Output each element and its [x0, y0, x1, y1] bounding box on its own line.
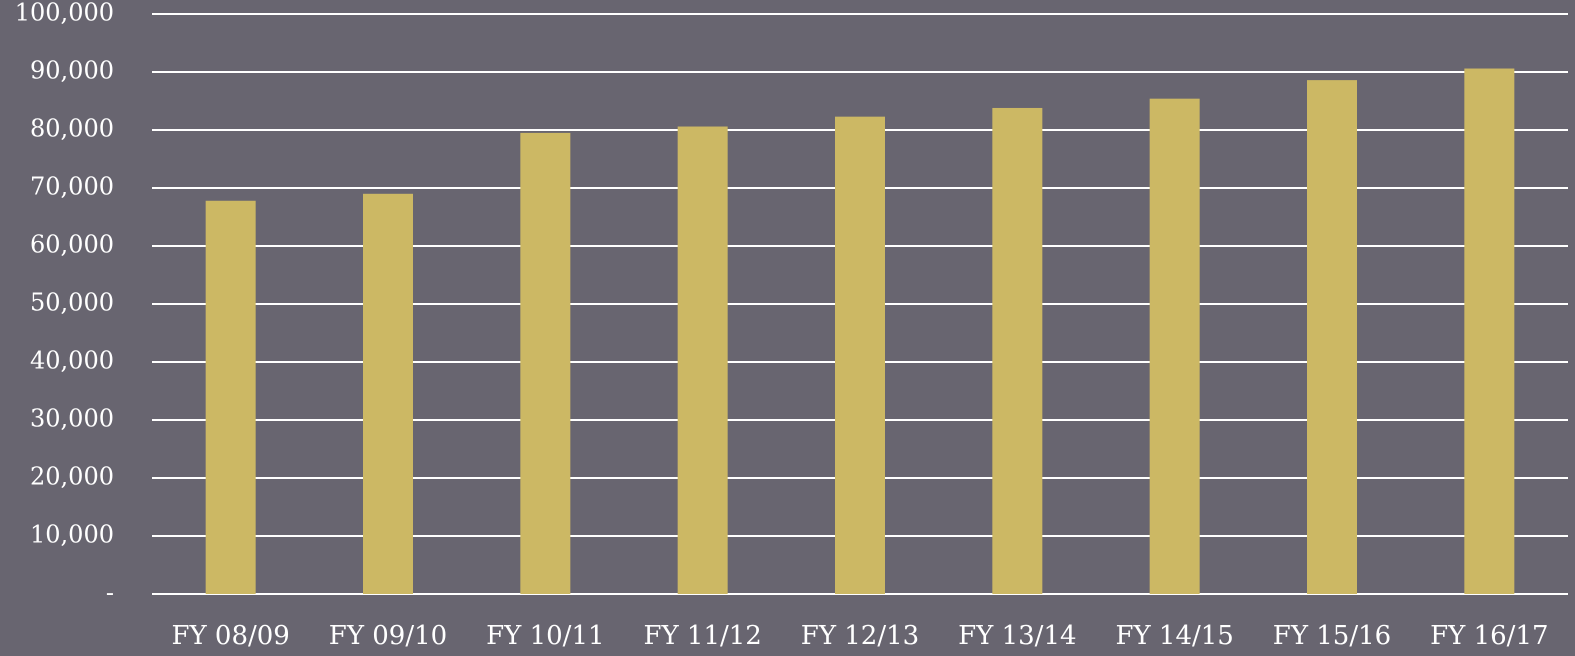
y-tick-label: 100,000	[15, 0, 114, 27]
bar	[363, 193, 413, 595]
bar	[520, 132, 571, 594]
bar	[992, 107, 1043, 595]
x-tick-label: FY 11/12	[643, 621, 761, 651]
x-axis-tick-labels: FY 08/09 FY 09/10 FY 10/11 FY 11/12 FY 12/13…	[171, 621, 1548, 651]
x-tick-label: FY 09/10	[329, 621, 447, 651]
x-tick-label: FY 15/16	[1273, 621, 1391, 651]
y-tick-label: -	[106, 579, 114, 607]
bar	[1307, 80, 1357, 595]
x-tick-label: FY 13/14	[958, 621, 1076, 651]
bar	[205, 200, 256, 594]
bar	[1464, 68, 1515, 594]
x-tick-label: FY 08/09	[171, 621, 289, 651]
x-tick-label: FY 12/13	[801, 621, 919, 651]
bar	[677, 126, 728, 595]
x-tick-label: FY 14/15	[1115, 621, 1233, 651]
y-axis-tick-labels: - 10,000 20,000 30,000 40,000 50,000 60,000 70,…	[15, 0, 114, 607]
y-tick-label: 60,000	[30, 231, 114, 259]
x-tick-label: FY 10/11	[486, 621, 604, 651]
bars	[205, 68, 1515, 595]
bar	[1149, 98, 1200, 595]
bar	[835, 116, 885, 594]
x-tick-label: FY 16/17	[1430, 621, 1548, 651]
y-tick-label: 70,000	[30, 173, 114, 201]
y-tick-label: 10,000	[30, 521, 114, 549]
y-tick-label: 90,000	[30, 57, 114, 85]
y-tick-label: 80,000	[30, 115, 114, 143]
y-tick-label: 20,000	[30, 463, 114, 491]
y-tick-label: 50,000	[30, 289, 114, 317]
y-tick-label: 30,000	[30, 405, 114, 433]
y-tick-label: 40,000	[30, 347, 114, 375]
